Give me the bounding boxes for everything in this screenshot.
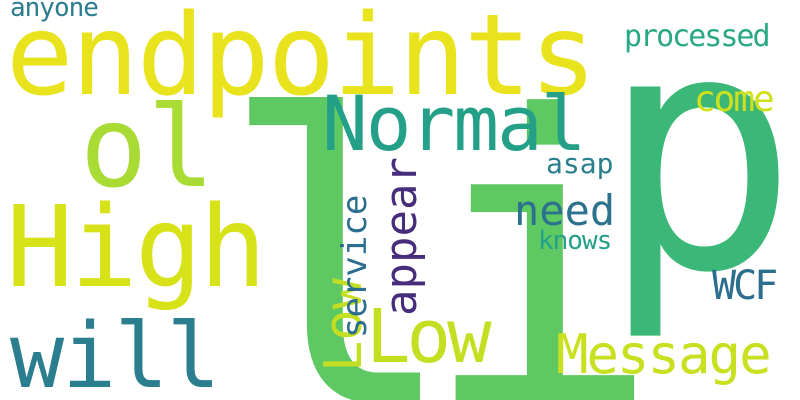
word-asap: asap <box>546 147 614 180</box>
word-will: will <box>10 304 221 400</box>
word-ol: ol <box>80 83 215 213</box>
word-li: li <box>218 33 662 400</box>
word-message: Message <box>556 323 772 386</box>
word-anyone: anyone <box>10 0 99 23</box>
word-come: come <box>694 79 775 120</box>
word-normal: Normal <box>322 79 587 168</box>
word-processed: processed <box>624 19 771 54</box>
word-knows: knows <box>538 226 612 256</box>
word-appear: appear <box>376 157 427 316</box>
word-wcf: WCF <box>712 263 778 309</box>
word-p: p <box>600 0 799 345</box>
word-high: High <box>6 183 267 313</box>
word-need: need <box>514 186 616 235</box>
word-endpoints: endpoints <box>6 0 597 121</box>
word-low: Low <box>366 294 492 380</box>
